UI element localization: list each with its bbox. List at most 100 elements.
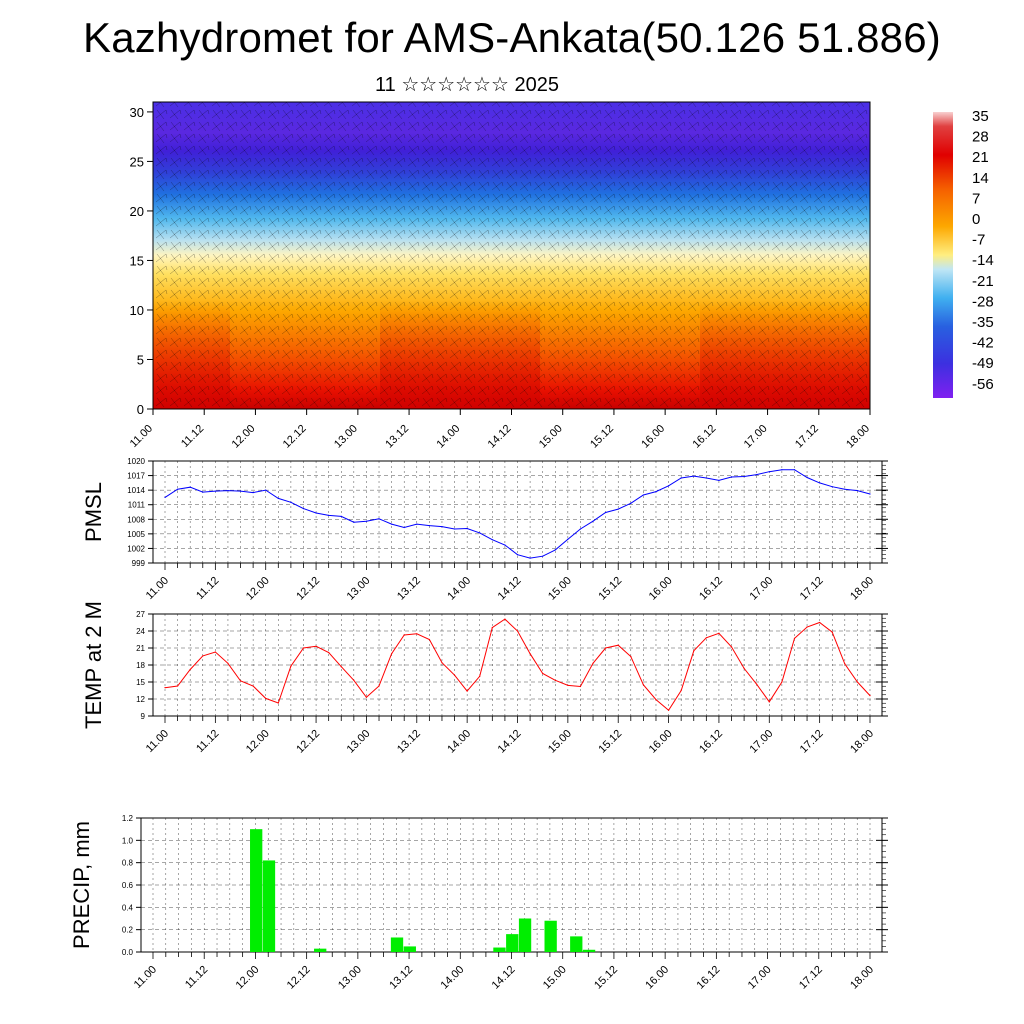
y-tick-label: 0.0 bbox=[122, 948, 134, 957]
y-tick-label: 1008 bbox=[127, 515, 145, 524]
y-tick-label: 999 bbox=[132, 559, 146, 568]
temp-point bbox=[265, 697, 267, 700]
chart-title: Kazhydromet for AMS-Ankata(50.126 51.886… bbox=[82, 14, 941, 61]
colorbar-label: -21 bbox=[972, 273, 994, 290]
pmsl-point bbox=[730, 476, 733, 478]
temp-point bbox=[164, 687, 166, 689]
y-tick-label: 0.2 bbox=[122, 926, 134, 935]
temp-point bbox=[592, 662, 594, 664]
temp-point bbox=[705, 637, 707, 639]
x-tick-label: 14.00 bbox=[438, 964, 466, 992]
temp-point bbox=[844, 663, 846, 665]
temp-point bbox=[630, 655, 632, 658]
pmsl-point bbox=[567, 538, 569, 540]
temp-point bbox=[227, 662, 229, 664]
x-tick-label: 15.12 bbox=[592, 964, 620, 992]
y-tick-label: 1014 bbox=[127, 486, 145, 495]
y-tick-label: 5 bbox=[137, 352, 144, 367]
temp-point bbox=[667, 709, 670, 711]
x-tick-label: 17.00 bbox=[746, 964, 774, 992]
colorbar-label: -35 bbox=[972, 314, 994, 331]
y-tick-label: 15 bbox=[136, 678, 145, 687]
pmsl-point bbox=[718, 479, 720, 482]
x-tick-label: 17.00 bbox=[747, 728, 775, 756]
x-tick-label: 12.00 bbox=[244, 575, 272, 603]
temp-point bbox=[202, 655, 204, 657]
x-tick-label: 14.12 bbox=[496, 575, 524, 603]
temp-point bbox=[768, 701, 770, 703]
colorbar-label: -28 bbox=[972, 293, 994, 310]
pmsl-point bbox=[491, 539, 493, 541]
temp-point bbox=[642, 684, 644, 686]
pmsl-point bbox=[416, 523, 418, 525]
y-tick-label: 1020 bbox=[127, 457, 145, 466]
temp-point bbox=[378, 685, 380, 687]
x-tick-label: 15.00 bbox=[546, 728, 574, 756]
pmsl-point bbox=[391, 523, 393, 525]
colorbar-label: -14 bbox=[972, 252, 994, 269]
colorbar-label: 14 bbox=[972, 170, 989, 187]
y-tick-label: 1002 bbox=[127, 544, 145, 553]
x-tick-label: 16.12 bbox=[697, 575, 725, 603]
temp-point bbox=[693, 650, 695, 652]
pmsl-point bbox=[328, 514, 330, 517]
pmsl-point bbox=[869, 493, 871, 495]
x-tick-label: 17.12 bbox=[793, 423, 821, 451]
colorbar-gradient bbox=[933, 112, 953, 398]
x-tick-label: 14.00 bbox=[445, 728, 473, 756]
temp-point bbox=[529, 653, 531, 655]
pmsl-point bbox=[693, 475, 695, 477]
x-tick-label: 12.00 bbox=[234, 964, 262, 992]
temp-point bbox=[365, 696, 368, 698]
temp-point bbox=[756, 683, 758, 685]
x-tick-label: 13.12 bbox=[395, 575, 423, 603]
y-tick-label: 1.2 bbox=[122, 814, 134, 823]
pmsl-panel: 999 1002 1005 1008 1011 1014 1017 1020 11.00 11.1… bbox=[81, 457, 888, 603]
temp-point bbox=[252, 685, 254, 687]
pmsl-point bbox=[592, 520, 594, 522]
colorbar-label: 28 bbox=[972, 129, 989, 146]
precip-panel: 0.0 0.2 0.4 0.6 0.8 1.0 1.2 11.00 11.12 12.00 12.1… bbox=[69, 814, 888, 992]
colorbar-label: -7 bbox=[972, 232, 985, 249]
x-tick-label: 18.00 bbox=[848, 728, 876, 756]
precip-bar bbox=[314, 948, 327, 952]
x-tick-label: 13.00 bbox=[345, 575, 373, 603]
y-tick-label: 12 bbox=[136, 695, 145, 704]
temp-point bbox=[315, 645, 317, 647]
x-tick-label: 11.00 bbox=[144, 575, 171, 602]
pmsl-point bbox=[793, 469, 796, 471]
x-tick-label: 11.00 bbox=[144, 728, 171, 755]
y-tick-label: 1.0 bbox=[122, 836, 134, 845]
colorbar-label: 0 bbox=[972, 211, 980, 228]
x-tick-label: 15.12 bbox=[588, 423, 616, 451]
x-tick-label: 11.12 bbox=[194, 728, 221, 755]
x-tick-label: 12.12 bbox=[294, 728, 322, 756]
precip-bar bbox=[506, 934, 519, 952]
temp-point bbox=[290, 665, 292, 667]
precip-bar bbox=[493, 947, 506, 952]
temp-point bbox=[819, 621, 821, 624]
temp-point bbox=[793, 637, 796, 639]
y-tick-label: 1005 bbox=[127, 530, 145, 539]
x-tick-label: 11.12 bbox=[183, 964, 210, 991]
pmsl-point bbox=[428, 525, 430, 527]
pmsl-point bbox=[768, 471, 770, 473]
pmsl-point bbox=[642, 494, 644, 496]
temp-point bbox=[680, 689, 682, 692]
pmsl-point bbox=[529, 557, 531, 559]
y-tick-label: 1011 bbox=[128, 501, 146, 510]
y-tick-label: 27 bbox=[136, 610, 145, 619]
x-tick-label: 13.00 bbox=[332, 423, 360, 451]
temp-point bbox=[453, 674, 456, 676]
pmsl-point bbox=[743, 475, 745, 478]
pmsl-point bbox=[516, 554, 519, 556]
y-tick-label: 0.6 bbox=[122, 881, 134, 890]
y-tick-label: 0 bbox=[137, 402, 144, 417]
temp-point bbox=[831, 631, 833, 633]
x-tick-label: 11.12 bbox=[179, 423, 206, 450]
pmsl-point bbox=[655, 491, 657, 493]
x-tick-label: 17.00 bbox=[747, 575, 775, 603]
temp-point bbox=[479, 675, 481, 677]
x-tick-label: 18.00 bbox=[848, 575, 876, 603]
pmsl-point bbox=[617, 508, 619, 510]
